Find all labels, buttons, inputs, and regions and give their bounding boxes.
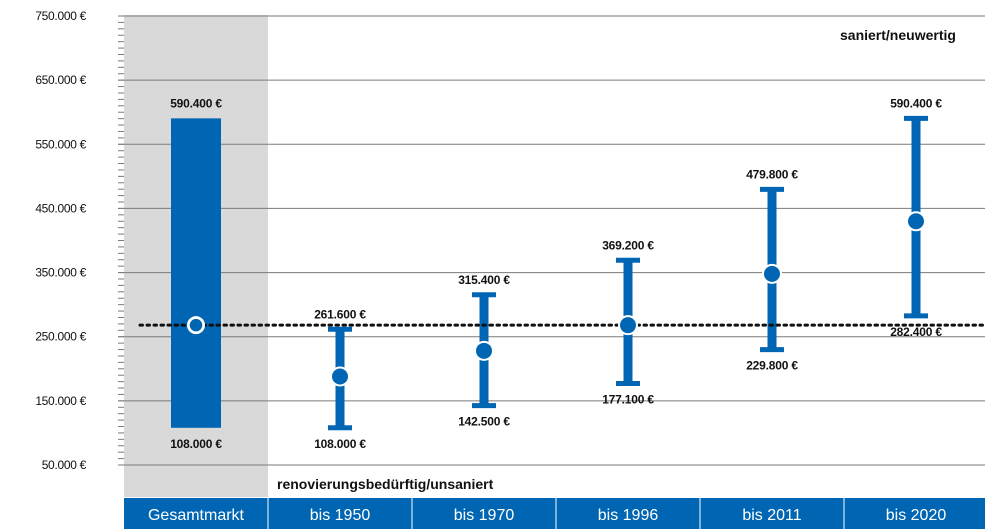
high-value-label: 479.800 € [746,167,798,181]
midpoint-marker [762,263,782,284]
y-tick-label: 550.000 € [35,137,86,151]
y-axis-minor-ticks [118,15,124,466]
y-tick-label: 250.000 € [35,330,86,344]
low-value-label: 142.500 € [458,415,510,429]
y-tick-label: 50.000 € [42,458,87,472]
category-label: bis 1950 [310,507,371,524]
high-value-label: 369.200 € [602,238,654,252]
high-value-label: 590.400 € [890,96,942,110]
gridlines [118,15,985,466]
category-label: bis 1996 [598,507,659,524]
midpoint-marker [906,211,926,232]
midpoint-markers [187,211,926,387]
value-labels: 590.400 € 108.000 € 261.600 € 108.000 € 315.… [170,96,942,450]
low-value-label: 229.800 € [746,359,798,373]
category-label: bis 2011 [742,507,801,524]
y-tick-label: 450.000 € [35,201,86,215]
low-value-label: 108.000 € [314,437,366,451]
category-label: Gesamtmarkt [148,507,245,524]
y-tick-label: 750.000 € [35,9,86,23]
y-tick-label: 350.000 € [35,266,86,280]
annotation-top: saniert/neuwertig [840,27,956,43]
low-value-label: 108.000 € [170,437,222,451]
midpoint-marker [187,316,205,334]
midpoint-marker [618,315,638,336]
range-marks [171,115,928,431]
midpoint-marker [474,340,494,361]
y-axis-tick-labels: 750.000 € 650.000 € 550.000 € 450.000 € 350.… [35,9,87,472]
category-label: bis 2020 [886,507,947,524]
low-value-label: 282.400 € [890,325,942,339]
annotation-bottom: renovierungsbedürftig/unsaniert [277,476,494,492]
high-value-label: 590.400 € [170,96,222,110]
y-tick-label: 650.000 € [35,73,86,87]
category-bar: Gesamtmarkt bis 1950 bis 1970 bis 1996 bis 2… [124,498,985,529]
category-bar-bg [124,498,985,529]
high-value-label: 261.600 € [314,307,366,321]
high-value-label: 315.400 € [458,273,510,287]
range-box-0 [171,118,221,428]
category-label: bis 1970 [454,507,515,524]
midpoint-marker [330,366,350,387]
low-value-label: 177.100 € [602,392,654,406]
y-tick-label: 150.000 € [35,394,86,408]
